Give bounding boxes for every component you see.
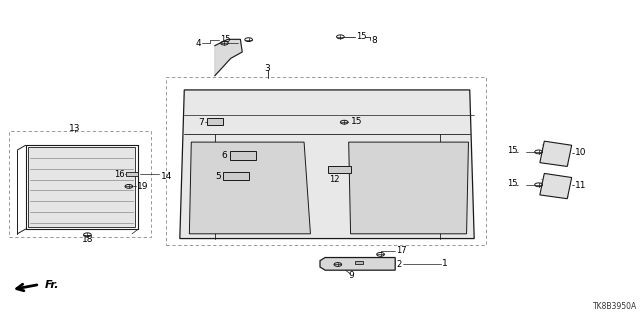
Polygon shape: [207, 118, 223, 125]
Text: 12: 12: [330, 175, 340, 184]
Polygon shape: [125, 172, 138, 176]
Text: 13: 13: [69, 124, 81, 133]
Text: TK8B3950A: TK8B3950A: [593, 302, 637, 311]
Text: 15: 15: [351, 117, 362, 126]
Polygon shape: [320, 257, 395, 270]
Polygon shape: [328, 166, 351, 173]
Text: 8: 8: [371, 36, 377, 45]
Text: 2: 2: [396, 260, 402, 269]
Text: 9: 9: [349, 271, 355, 280]
Text: 16: 16: [114, 170, 124, 179]
Polygon shape: [189, 142, 310, 234]
Text: 15: 15: [507, 179, 518, 188]
Polygon shape: [180, 90, 474, 239]
Text: 14: 14: [161, 172, 172, 181]
Text: 17: 17: [396, 246, 407, 255]
Text: Fr.: Fr.: [45, 280, 60, 290]
Text: 1: 1: [442, 259, 448, 268]
Text: 6: 6: [221, 151, 227, 160]
Text: 11: 11: [575, 181, 586, 190]
Text: 19: 19: [137, 182, 148, 191]
Text: 3: 3: [264, 63, 270, 73]
Polygon shape: [540, 174, 572, 199]
Text: 5: 5: [215, 172, 221, 181]
Polygon shape: [28, 147, 135, 227]
Polygon shape: [355, 261, 364, 264]
Polygon shape: [230, 151, 256, 160]
Polygon shape: [223, 172, 248, 180]
Text: 15: 15: [356, 32, 367, 41]
Polygon shape: [349, 142, 468, 234]
Text: 7: 7: [198, 118, 204, 127]
Text: 15: 15: [507, 146, 518, 155]
Polygon shape: [540, 141, 572, 167]
Text: 18: 18: [82, 235, 93, 244]
Text: 4: 4: [196, 39, 202, 48]
Polygon shape: [215, 39, 243, 76]
Text: 10: 10: [575, 148, 586, 157]
Text: 15: 15: [221, 35, 231, 44]
